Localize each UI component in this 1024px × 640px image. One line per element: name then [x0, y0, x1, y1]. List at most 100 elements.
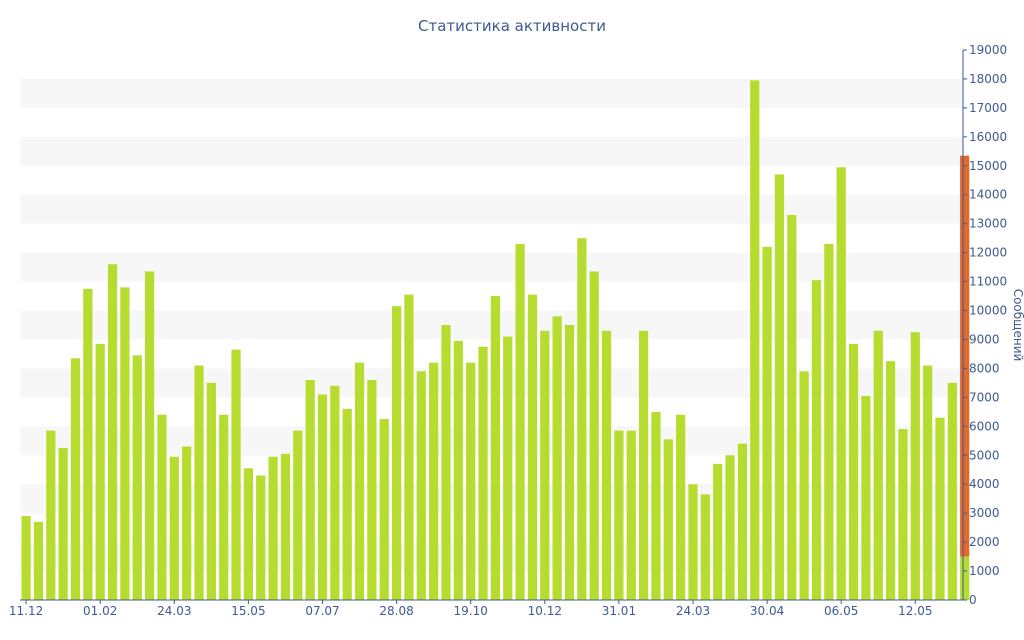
bar — [873, 330, 883, 600]
y-tick-label: 10000 — [969, 304, 1007, 318]
y-tick-label: 12000 — [969, 246, 1007, 260]
bar — [515, 243, 525, 600]
bar — [910, 332, 920, 600]
bar — [243, 468, 253, 600]
bar — [663, 439, 673, 600]
bar — [564, 325, 575, 600]
bar — [107, 264, 118, 600]
bar — [552, 316, 562, 600]
bar — [453, 340, 463, 600]
x-tick-label: 30.04 — [750, 604, 784, 618]
y-tick-label: 14000 — [969, 188, 1007, 202]
y-tick-label: 9000 — [969, 332, 1000, 346]
bar — [651, 411, 661, 600]
bar — [737, 443, 747, 600]
bar — [132, 355, 142, 600]
bar — [478, 346, 488, 600]
x-tick-label: 24.03 — [157, 604, 191, 618]
bar — [466, 362, 476, 600]
x-tick-label: 06.05 — [824, 604, 858, 618]
bar — [367, 380, 377, 600]
x-tick-label: 24.03 — [676, 604, 710, 618]
bar — [774, 174, 785, 600]
bar — [923, 365, 933, 600]
x-tick-label: 12.05 — [898, 604, 932, 618]
bar — [824, 243, 834, 600]
bar — [811, 280, 822, 600]
bar — [886, 361, 896, 600]
y-tick-label: 8000 — [969, 361, 1000, 375]
bar — [21, 516, 31, 600]
bar — [342, 408, 352, 600]
bar — [861, 395, 871, 600]
x-tick-label: 11.12 — [9, 604, 43, 618]
bar — [614, 430, 624, 600]
grid-band — [20, 78, 963, 108]
y-tick-label: 5000 — [969, 448, 1000, 462]
bar — [145, 271, 155, 600]
bar — [848, 343, 859, 600]
x-tick-label: 31.01 — [602, 604, 636, 618]
bar-current-highlight — [960, 155, 970, 557]
x-tick-label: 28.08 — [379, 604, 413, 618]
grid-band — [20, 252, 963, 282]
bar — [601, 330, 612, 600]
grid-band — [20, 136, 963, 166]
bar — [935, 417, 945, 600]
y-tick-label: 6000 — [969, 419, 1000, 433]
bar — [836, 167, 846, 601]
y-tick-label: 16000 — [969, 130, 1007, 144]
bar — [441, 325, 451, 600]
y-tick-label: 19000 — [969, 43, 1007, 57]
bar-series — [21, 80, 970, 601]
bar — [713, 463, 723, 600]
y-tick-label: 15000 — [969, 159, 1007, 173]
bar — [70, 358, 81, 600]
y-axis-title: Сообщений — [1011, 289, 1024, 362]
bar — [293, 430, 303, 600]
bar — [354, 362, 365, 600]
x-tick-label: 15.05 — [231, 604, 265, 618]
bar — [429, 362, 439, 600]
bar — [256, 475, 266, 600]
y-tick-label: 0 — [969, 593, 977, 607]
bar — [416, 371, 426, 600]
bar — [898, 429, 908, 600]
bar — [527, 294, 538, 600]
y-tick-label: 3000 — [969, 506, 1000, 520]
y-tick-label: 4000 — [969, 477, 1000, 491]
bar — [392, 306, 402, 600]
bar — [762, 246, 772, 600]
bar — [725, 455, 735, 600]
bar — [280, 453, 291, 600]
bar — [947, 382, 957, 600]
bar — [799, 371, 809, 600]
bar-current-base — [960, 556, 970, 600]
bar — [639, 330, 649, 600]
bar — [577, 238, 587, 600]
bar — [490, 296, 500, 600]
y-tick-label: 11000 — [969, 275, 1007, 289]
bar — [787, 215, 797, 600]
bar — [268, 456, 278, 600]
bar — [379, 419, 389, 600]
bar — [95, 343, 105, 600]
bar — [503, 336, 513, 600]
x-tick-label: 10.12 — [528, 604, 562, 618]
bar — [206, 382, 216, 600]
y-tick-label: 2000 — [969, 535, 1000, 549]
bar — [231, 349, 241, 600]
x-tick-label: 19.10 — [454, 604, 488, 618]
x-tick-label: 07.07 — [305, 604, 339, 618]
chart-title: Статистика активности — [418, 17, 606, 35]
bar — [700, 494, 710, 600]
bar — [330, 385, 340, 600]
bar — [750, 80, 760, 600]
bar — [676, 414, 686, 600]
grid-band — [20, 194, 963, 224]
bar — [182, 446, 192, 600]
bar — [83, 288, 93, 600]
x-tick-label: 01.02 — [83, 604, 117, 618]
bar — [33, 521, 44, 600]
